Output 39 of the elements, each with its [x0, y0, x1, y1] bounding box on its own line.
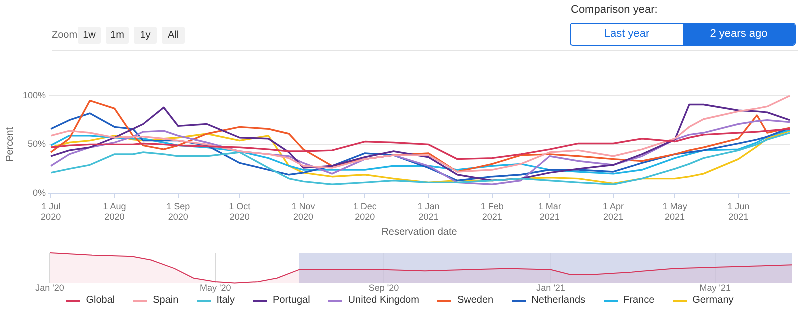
y-tick-label: 0% — [33, 188, 46, 198]
x-tick-label: 1 Sep 2020 — [166, 201, 190, 222]
y-tick-label: 100% — [22, 90, 46, 100]
x-tick-label: 1 Jun 2021 — [728, 201, 750, 222]
x-tick-label: 1 May 2021 — [662, 201, 688, 222]
x-tick-label: Jan '20 — [36, 283, 64, 294]
x-tick-label: 1 Oct 2020 — [229, 201, 252, 222]
legend-label: Germany — [692, 295, 734, 306]
legend-label: Sweden — [457, 295, 494, 306]
x-tick-label: 1 Dec 2020 — [353, 201, 378, 222]
text: Comparison year: — [571, 4, 658, 16]
x-tick-label: Sep '20 — [368, 283, 400, 294]
legend-label: Spain — [153, 295, 179, 306]
legend-label: Portugal — [273, 295, 310, 306]
legend-label: United Kingdom — [348, 295, 420, 306]
legend-label: Netherlands — [532, 295, 586, 306]
legend-label: France — [624, 295, 655, 306]
x-tick-label: 1 Jan 2021 — [418, 201, 440, 222]
y-axis-title: Percent — [4, 127, 16, 162]
x-tick-label: May '20 — [200, 283, 232, 294]
legend-label: Italy — [216, 295, 236, 306]
text: 1m — [106, 27, 129, 44]
legend-label: Global — [86, 295, 116, 306]
x-tick-label: 1 Apr 2021 — [602, 201, 624, 222]
x-tick-label: 1 Feb 2021 — [480, 201, 504, 222]
x-tick-label: 1 Nov 2020 — [292, 201, 316, 222]
text: Zoom — [52, 30, 78, 41]
x-axis-title: Reservation date — [382, 226, 458, 238]
x-tick-label: 1 Mar 2021 — [538, 201, 562, 222]
x-tick-label: May '21 — [700, 283, 731, 294]
text: All — [162, 27, 185, 44]
x-tick-label: 1 Aug 2020 — [103, 201, 126, 222]
text: 2 years ago — [683, 24, 795, 45]
text: Last year — [603, 27, 651, 42]
x-tick-label: 1 Jul 2020 — [41, 201, 62, 222]
x-tick-label: Jan '21 — [536, 283, 566, 294]
y-tick-label: 50% — [28, 139, 46, 150]
text: 1w — [78, 27, 101, 44]
text: 1y — [134, 27, 157, 44]
